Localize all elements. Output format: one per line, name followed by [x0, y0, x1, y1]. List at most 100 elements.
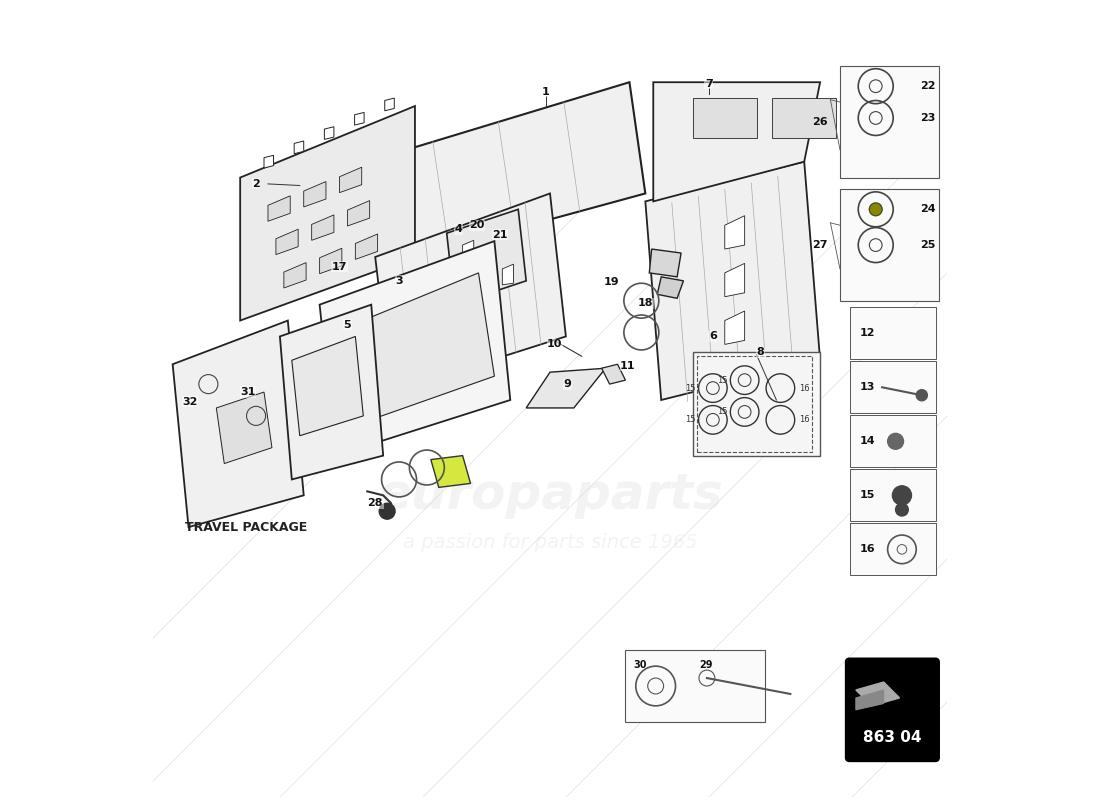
Polygon shape [725, 311, 745, 344]
Polygon shape [343, 273, 494, 424]
Polygon shape [431, 456, 471, 487]
Text: 32: 32 [183, 397, 198, 406]
Circle shape [379, 503, 395, 519]
Polygon shape [693, 352, 821, 456]
Text: 26: 26 [813, 117, 828, 127]
Circle shape [892, 486, 912, 505]
Polygon shape [693, 98, 757, 138]
Bar [850, 361, 936, 413]
Polygon shape [375, 194, 565, 392]
Text: 30: 30 [634, 660, 647, 670]
Text: 25: 25 [920, 240, 935, 250]
Text: 15: 15 [685, 415, 695, 424]
Text: 3: 3 [395, 276, 403, 286]
Text: 15: 15 [717, 376, 727, 385]
Text: 16: 16 [800, 383, 810, 393]
Text: 10: 10 [547, 339, 562, 350]
FancyBboxPatch shape [846, 658, 939, 762]
Text: 16: 16 [860, 544, 876, 554]
Polygon shape [725, 263, 745, 297]
Text: 15: 15 [685, 383, 695, 393]
Text: 9: 9 [563, 379, 571, 389]
Bar [697, 356, 812, 452]
Polygon shape [367, 82, 646, 265]
Bar [850, 307, 936, 358]
Polygon shape [725, 216, 745, 249]
Bar [850, 469, 936, 521]
Polygon shape [320, 248, 342, 274]
Polygon shape [348, 201, 370, 226]
Bar [840, 66, 939, 178]
Polygon shape [882, 334, 922, 355]
Polygon shape [268, 196, 290, 222]
Circle shape [895, 503, 909, 516]
Bar [850, 415, 936, 466]
Polygon shape [646, 162, 821, 400]
Text: 13: 13 [860, 382, 876, 392]
Text: 12: 12 [860, 328, 876, 338]
Text: 22: 22 [920, 81, 935, 91]
Polygon shape [856, 682, 900, 706]
Polygon shape [294, 141, 304, 154]
Text: 27: 27 [813, 240, 828, 250]
Text: 23: 23 [920, 113, 935, 123]
Text: 15: 15 [717, 407, 727, 417]
Polygon shape [304, 182, 326, 207]
Polygon shape [217, 392, 272, 463]
Polygon shape [324, 126, 334, 139]
Text: 4: 4 [454, 224, 463, 234]
Polygon shape [276, 229, 298, 254]
Text: 14: 14 [860, 436, 876, 446]
Polygon shape [483, 252, 494, 273]
Circle shape [888, 434, 903, 450]
Polygon shape [447, 210, 526, 305]
Text: 17: 17 [332, 262, 348, 271]
Polygon shape [503, 264, 514, 285]
Polygon shape [856, 690, 883, 710]
Polygon shape [385, 98, 394, 111]
Text: a passion for parts since 1965: a passion for parts since 1965 [403, 534, 697, 553]
Text: 5: 5 [343, 319, 351, 330]
Text: 11: 11 [620, 361, 636, 371]
Text: 6: 6 [708, 331, 717, 342]
Polygon shape [284, 262, 306, 288]
Text: europaparts: europaparts [377, 471, 723, 519]
Polygon shape [354, 113, 364, 125]
Polygon shape [279, 305, 383, 479]
Text: TRAVEL PACKAGE: TRAVEL PACKAGE [185, 521, 307, 534]
Bar [626, 650, 764, 722]
Polygon shape [602, 364, 626, 384]
Text: 24: 24 [920, 204, 935, 214]
Polygon shape [653, 82, 821, 202]
Polygon shape [649, 249, 681, 277]
Text: 31: 31 [241, 387, 256, 397]
Polygon shape [264, 155, 274, 168]
Polygon shape [292, 337, 363, 436]
Bar [840, 190, 939, 301]
Circle shape [916, 390, 927, 401]
Polygon shape [173, 321, 304, 527]
Polygon shape [463, 240, 474, 261]
Polygon shape [772, 98, 836, 138]
Text: 1: 1 [542, 86, 550, 97]
Text: 28: 28 [367, 498, 383, 508]
Text: 18: 18 [638, 298, 653, 308]
Text: 19: 19 [604, 278, 619, 287]
Polygon shape [340, 167, 362, 193]
Polygon shape [311, 215, 334, 240]
Polygon shape [240, 106, 415, 321]
Text: 863 04: 863 04 [864, 730, 922, 745]
Circle shape [869, 203, 882, 216]
Text: 7: 7 [705, 79, 713, 89]
Text: 20: 20 [470, 220, 485, 230]
Text: 29: 29 [698, 660, 713, 670]
Polygon shape [658, 277, 683, 298]
Polygon shape [355, 234, 377, 259]
Text: 2: 2 [252, 179, 260, 189]
Polygon shape [526, 368, 606, 408]
Bar [850, 523, 936, 574]
Text: 8: 8 [757, 347, 764, 358]
Text: 21: 21 [492, 230, 508, 240]
Text: 15: 15 [860, 490, 876, 500]
Polygon shape [320, 241, 510, 456]
